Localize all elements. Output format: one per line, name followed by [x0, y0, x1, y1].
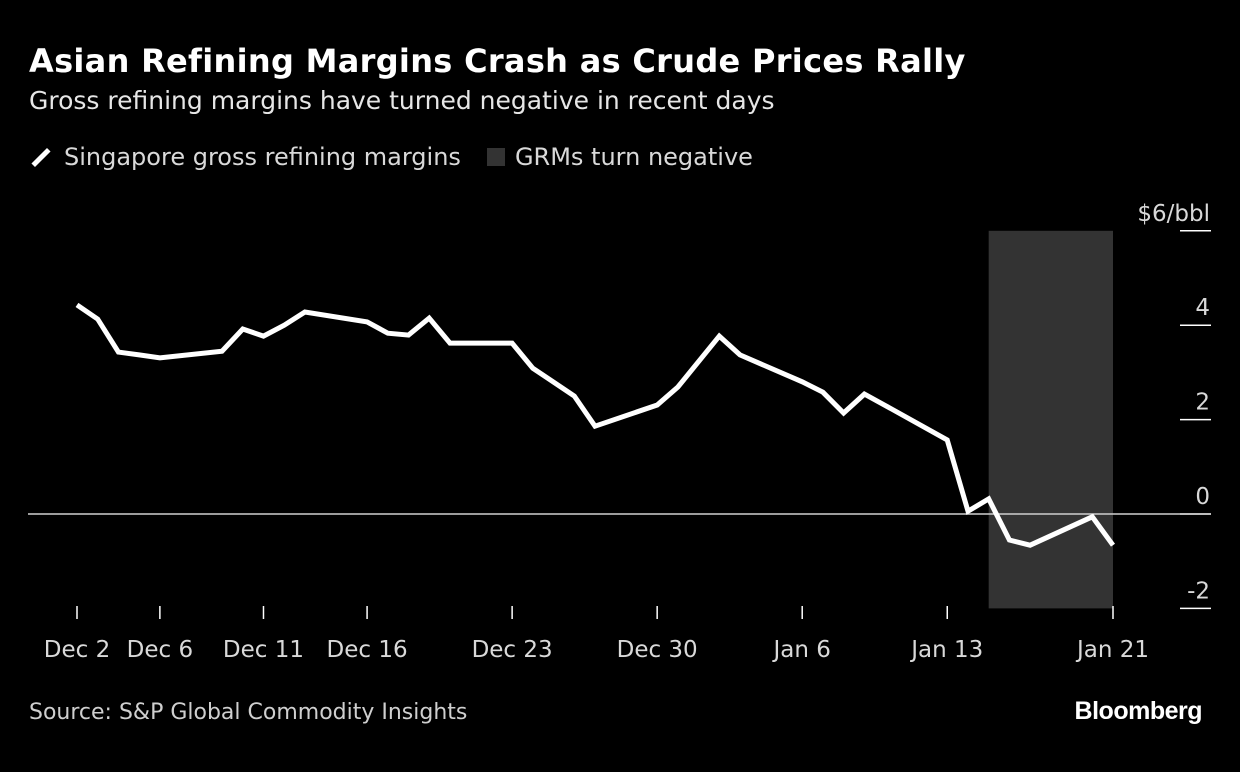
bloomberg-logo: Bloomberg — [1074, 697, 1203, 725]
y-tick-label: $6/bbl — [1137, 201, 1210, 227]
y-tick-label: 0 — [1195, 484, 1210, 510]
source-note: Source: S&P Global Commodity Insights — [29, 700, 468, 725]
series-line-singapore-grm — [75, 302, 1116, 548]
x-tick-label: Dec 23 — [472, 637, 553, 663]
chart-title: Asian Refining Margins Crash as Crude Pr… — [29, 42, 966, 80]
x-tick-label: Dec 16 — [327, 637, 408, 663]
y-tick-label: 2 — [1195, 390, 1210, 416]
x-tick-label: Dec 2 — [44, 637, 110, 663]
shaded-region-grms-negative — [988, 230, 1113, 609]
legend-label-series: Singapore gross refining margins — [64, 143, 461, 171]
chart-subtitle: Gross refining margins have turned negat… — [29, 86, 775, 115]
y-tick-label: 4 — [1195, 295, 1210, 321]
legend-label-shaded: GRMs turn negative — [514, 143, 753, 171]
x-tick-label: Dec 30 — [617, 637, 698, 663]
x-tick-label: Jan 21 — [1075, 637, 1149, 663]
legend-box-swatch — [486, 148, 505, 166]
x-tick-label: Dec 11 — [223, 637, 304, 663]
legend: Singapore gross refining margins GRMs tu… — [30, 143, 753, 171]
x-tick-label: Jan 6 — [771, 637, 830, 663]
x-tick-label: Jan 13 — [909, 637, 983, 663]
x-tick-label: Dec 6 — [127, 637, 193, 663]
y-tick-label: -2 — [1187, 578, 1210, 604]
